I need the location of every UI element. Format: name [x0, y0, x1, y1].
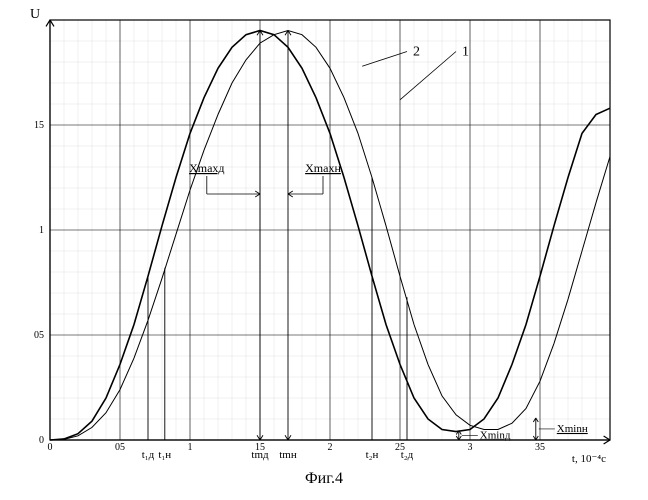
- y-tick-label: 15: [34, 120, 44, 131]
- y-tick-label: 1: [39, 225, 44, 236]
- series-label: 2: [413, 45, 420, 60]
- min-label: Xminн: [557, 423, 588, 435]
- annotation-label: Xmaxд: [189, 161, 224, 175]
- x-tick-label: 2: [328, 442, 333, 453]
- x-tick-label: 05: [115, 442, 125, 453]
- x-axis-label: t, 10⁻⁴c: [572, 453, 606, 465]
- vline-label: t₁д: [142, 449, 155, 461]
- vline-label: t₂н: [366, 449, 379, 461]
- y-tick-label: 05: [34, 330, 44, 341]
- vline-label: t₂д: [401, 449, 414, 461]
- x-tick-label: 1: [188, 442, 193, 453]
- vline-label: tmд: [251, 449, 269, 461]
- vline-label: t₁н: [158, 449, 171, 461]
- x-tick-label: 35: [535, 442, 545, 453]
- annotation-label: Xmaxн: [305, 161, 341, 175]
- y-tick-label: 0: [39, 435, 44, 446]
- x-tick-label: 0: [48, 442, 53, 453]
- min-label: Xminд: [480, 429, 511, 441]
- y-axis-label: U: [30, 7, 40, 22]
- vline-label: tmн: [279, 449, 297, 461]
- line-chart: 005115225335005115Ut, 10⁻⁴c21t₁дt₁нXmaxд…: [0, 0, 648, 470]
- x-tick-label: 3: [468, 442, 473, 453]
- figure-caption: Фиг.4: [0, 470, 648, 488]
- chart-container: { "chart": { "type": "line", "width": 64…: [0, 0, 648, 500]
- series-label: 1: [462, 45, 469, 60]
